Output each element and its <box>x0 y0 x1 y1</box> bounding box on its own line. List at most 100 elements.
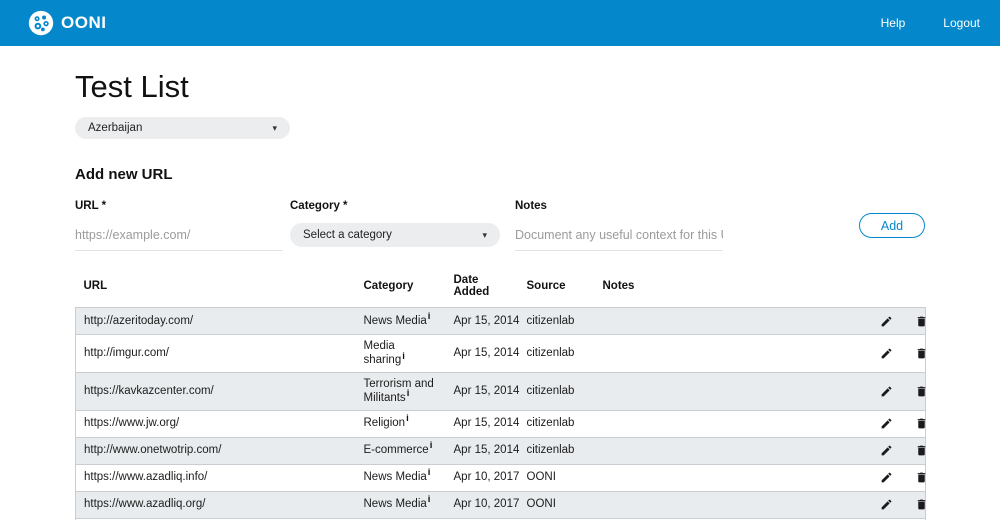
actions-cell <box>856 410 926 437</box>
table-row: https://www.jw.org/ Religioni Apr 15, 20… <box>75 410 926 437</box>
add-url-heading: Add new URL <box>75 166 173 183</box>
notes-cell <box>595 437 856 464</box>
info-icon[interactable]: i <box>402 350 405 362</box>
column-header-url: URL <box>83 280 108 292</box>
trash-icon <box>915 472 928 487</box>
actions-cell <box>856 308 926 335</box>
actions-cell <box>856 372 926 410</box>
pencil-icon <box>880 472 893 487</box>
source-cell: citizenlab <box>526 417 575 430</box>
notes-cell <box>595 335 856 373</box>
date-added-cell: Apr 15, 2014 <box>453 314 520 327</box>
url-cell: http://www.onetwotrip.com/ <box>84 444 222 457</box>
category-cell: Media sharingi <box>363 340 405 367</box>
category-cell: Religioni <box>363 413 409 430</box>
url-cell: https://www.azadliq.org/ <box>84 498 206 511</box>
url-table: URL Category Date Added Source Notes htt… <box>75 274 926 520</box>
edit-button[interactable] <box>877 415 896 432</box>
source-cell: citizenlab <box>526 444 575 457</box>
pencil-icon <box>880 386 893 401</box>
category-cell: News Mediai <box>363 494 431 511</box>
chevron-down-icon: ▾ <box>272 122 277 133</box>
edit-button[interactable] <box>877 313 896 330</box>
pencil-icon <box>880 418 893 433</box>
info-icon[interactable]: i <box>427 310 431 322</box>
notes-input[interactable] <box>515 223 723 251</box>
url-input[interactable] <box>75 223 283 251</box>
table-row: https://www.meydan.tv/ News Mediai Apr 1… <box>75 518 926 520</box>
column-header-actions <box>856 274 926 308</box>
url-cell: https://www.azadliq.info/ <box>84 471 208 484</box>
ooni-logo-icon <box>28 10 54 36</box>
date-added-cell: Apr 10, 2017 <box>453 498 520 511</box>
info-icon[interactable]: i <box>406 388 410 400</box>
category-field-label: Category * <box>290 200 348 212</box>
column-header-date-added: Date Added <box>453 274 490 298</box>
url-cell: https://www.jw.org/ <box>84 417 180 430</box>
pencil-icon <box>880 348 893 363</box>
actions-cell <box>856 437 926 464</box>
country-select-value: Azerbaijan <box>88 122 143 134</box>
table-row: http://imgur.com/ Media sharingi Apr 15,… <box>75 334 926 373</box>
page-title: Test List <box>75 69 189 104</box>
trash-icon <box>915 316 928 331</box>
url-cell: http://imgur.com/ <box>84 347 170 360</box>
delete-button[interactable] <box>912 383 931 400</box>
info-icon[interactable]: i <box>406 413 409 425</box>
trash-icon <box>915 386 928 401</box>
date-added-cell: Apr 15, 2014 <box>453 444 520 457</box>
edit-button[interactable] <box>877 496 896 513</box>
info-icon[interactable]: i <box>427 494 431 506</box>
table-row: https://www.azadliq.info/ News Mediai Ap… <box>75 464 926 491</box>
url-table-body: http://azeritoday.com/ News Mediai Apr 1… <box>75 307 926 520</box>
category-cell: News Mediai <box>363 467 431 484</box>
delete-button[interactable] <box>912 415 931 432</box>
add-url-form: URL * Category * Select a category ▾ Not… <box>75 200 925 251</box>
edit-button[interactable] <box>877 345 896 362</box>
url-cell: https://kavkazcenter.com/ <box>84 384 214 397</box>
delete-button[interactable] <box>912 469 931 486</box>
source-cell: citizenlab <box>526 314 575 327</box>
pencil-icon <box>880 445 893 460</box>
navbar: OONI Help Logout <box>0 0 1000 46</box>
table-row: http://azeritoday.com/ News Mediai Apr 1… <box>75 307 926 335</box>
add-button[interactable]: Add <box>859 213 925 238</box>
trash-icon <box>915 445 928 460</box>
edit-button[interactable] <box>877 442 896 459</box>
country-select[interactable]: Azerbaijan ▾ <box>75 117 290 139</box>
edit-button[interactable] <box>877 383 896 400</box>
category-select-value: Select a category <box>303 229 392 241</box>
chevron-down-icon: ▾ <box>482 229 487 240</box>
delete-button[interactable] <box>912 345 931 362</box>
delete-button[interactable] <box>912 496 931 513</box>
table-row: https://kavkazcenter.com/ Terrorism and … <box>75 372 926 410</box>
category-cell: Terrorism and Militantsi <box>363 377 434 405</box>
date-added-cell: Apr 10, 2017 <box>453 471 520 484</box>
pencil-icon <box>880 316 893 331</box>
info-icon[interactable]: i <box>429 440 433 452</box>
column-header-source: Source <box>526 280 566 292</box>
date-added-cell: Apr 15, 2014 <box>453 417 520 430</box>
table-row: http://www.onetwotrip.com/ E-commercei A… <box>75 437 926 464</box>
actions-cell <box>856 335 926 373</box>
notes-cell <box>595 491 856 518</box>
notes-cell <box>595 372 856 410</box>
delete-button[interactable] <box>912 313 931 330</box>
edit-button[interactable] <box>877 469 896 486</box>
source-cell: citizenlab <box>526 384 575 397</box>
trash-icon <box>915 418 928 433</box>
delete-button[interactable] <box>912 442 931 459</box>
source-cell: citizenlab <box>526 347 575 360</box>
notes-field-group: Notes <box>515 200 723 251</box>
pencil-icon <box>880 499 893 514</box>
info-icon[interactable]: i <box>427 467 431 479</box>
brand[interactable]: OONI <box>28 10 106 36</box>
date-added-cell: Apr 15, 2014 <box>453 384 520 397</box>
help-link[interactable]: Help <box>880 16 906 30</box>
actions-cell <box>856 491 926 518</box>
category-select[interactable]: Select a category ▾ <box>290 223 500 247</box>
nav-links: Help Logout <box>875 12 986 34</box>
logout-link[interactable]: Logout <box>943 16 980 30</box>
trash-icon <box>915 348 928 363</box>
source-cell: OONI <box>526 498 556 511</box>
